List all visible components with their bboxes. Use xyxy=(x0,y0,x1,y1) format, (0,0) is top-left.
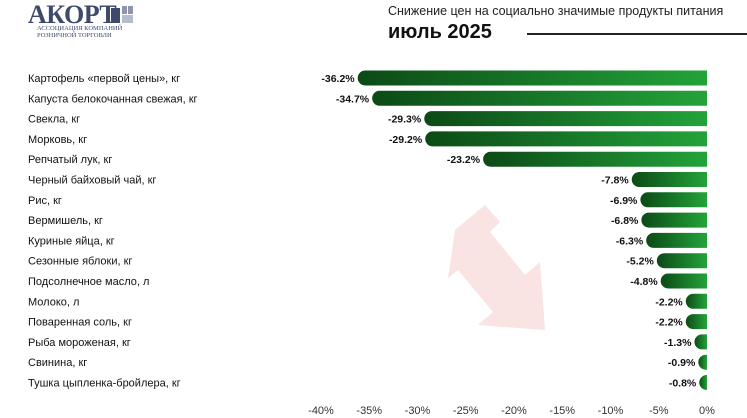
category-label: Подсолнечное масло, л xyxy=(28,276,149,288)
chart-subtitle: Снижение цен на социально значимые проду… xyxy=(388,4,724,18)
down-arrow-watermark xyxy=(448,205,545,330)
value-label: -6.8% xyxy=(611,215,639,227)
bar xyxy=(424,111,707,127)
title-rule xyxy=(527,33,747,35)
value-label: -2.2% xyxy=(655,317,683,329)
category-label: Сезонные яблоки, кг xyxy=(28,256,132,268)
category-label: Рыба мороженая, кг xyxy=(28,337,131,349)
bar xyxy=(656,253,707,269)
arrow-watermark-shape xyxy=(448,205,545,330)
category-label: Тушка цыпленка-бройлера, кг xyxy=(28,378,181,390)
bar xyxy=(685,293,707,309)
category-label: Поваренная соль, кг xyxy=(28,317,132,329)
category-label: Капуста белокочанная свежая, кг xyxy=(28,93,198,105)
bar xyxy=(698,354,707,370)
category-label: Картофель «первой цены», кг xyxy=(28,73,180,85)
x-tick-label: -5% xyxy=(649,405,669,417)
value-label: -29.2% xyxy=(389,134,423,146)
value-label: -0.9% xyxy=(668,357,696,369)
bar xyxy=(357,70,707,86)
x-tick-label: -20% xyxy=(501,405,527,417)
value-label: -2.2% xyxy=(655,296,683,308)
category-label: Морковь, кг xyxy=(28,134,87,146)
logo-wordmark: АКОРТ xyxy=(28,0,117,29)
value-label: -1.3% xyxy=(664,337,692,349)
value-label: -36.2% xyxy=(321,73,355,85)
bar xyxy=(641,212,707,228)
value-label: -0.8% xyxy=(669,378,697,390)
x-tick-label: -10% xyxy=(598,405,624,417)
value-label: -23.2% xyxy=(447,154,481,166)
value-label: -6.3% xyxy=(616,235,644,247)
bar xyxy=(425,131,707,147)
bar xyxy=(646,232,707,248)
category-label: Куриные яйца, кг xyxy=(28,235,115,247)
bar xyxy=(640,192,707,208)
x-tick-label: -25% xyxy=(453,405,479,417)
category-label: Свинина, кг xyxy=(28,357,87,369)
logo-subtitle-line2: розничной торговли xyxy=(37,32,112,39)
x-tick-label: -40% xyxy=(308,405,334,417)
value-label: -29.3% xyxy=(388,114,422,126)
logo-subtitle-line1: Ассоциация компаний xyxy=(37,25,123,32)
bar xyxy=(699,375,707,390)
value-label: -6.9% xyxy=(610,195,638,207)
bar xyxy=(694,334,707,350)
category-label: Молоко, л xyxy=(28,296,79,308)
x-tick-label: 0% xyxy=(699,405,715,417)
value-label: -5.2% xyxy=(626,256,654,268)
value-label: -7.8% xyxy=(601,175,629,187)
bar xyxy=(685,314,707,330)
logo-bars-icon xyxy=(111,6,133,23)
bar xyxy=(631,172,707,187)
x-tick-label: -35% xyxy=(356,405,382,417)
value-label: -34.7% xyxy=(336,93,370,105)
category-label: Черный байховый чай, кг xyxy=(28,175,156,187)
value-label: -4.8% xyxy=(630,276,658,288)
bar xyxy=(483,151,707,167)
category-label: Свекла, кг xyxy=(28,114,80,126)
bar xyxy=(660,273,707,289)
chart-title: июль 2025 xyxy=(388,21,492,43)
x-tick-label: -30% xyxy=(405,405,431,417)
x-tick-label: -15% xyxy=(549,405,575,417)
category-label: Вермишель, кг xyxy=(28,215,103,227)
category-label: Рис, кг xyxy=(28,195,62,207)
logo: АКОРТ Ассоциация компаний розничной торг… xyxy=(28,2,140,42)
category-label: Репчатый лук, кг xyxy=(28,154,112,166)
bar xyxy=(372,90,707,106)
